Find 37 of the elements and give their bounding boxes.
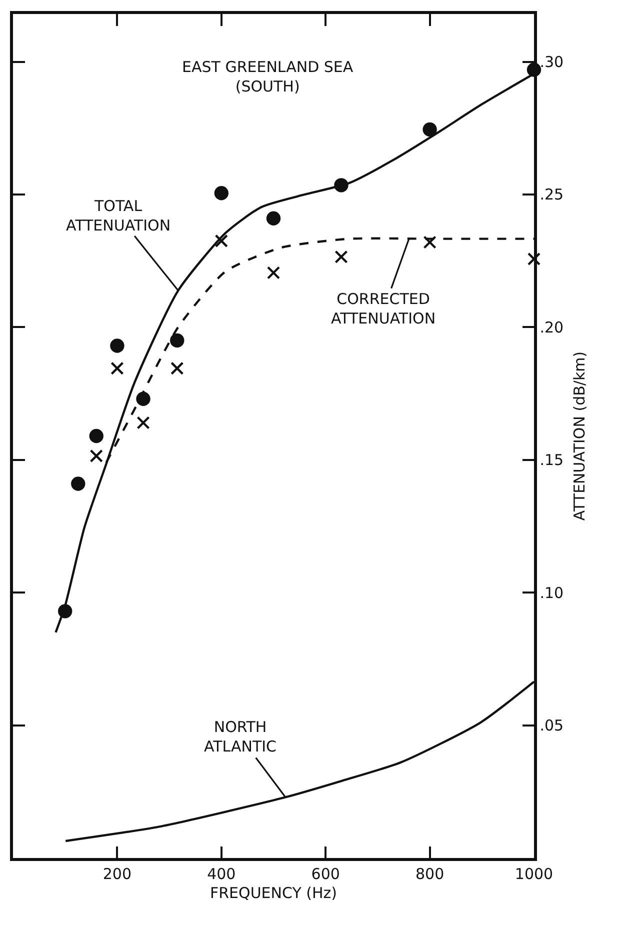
annotation: EAST GREENLAND SEA (SOUTH) [182,58,354,96]
point [334,178,348,192]
point [136,416,150,430]
x-tick-label: 600 [311,864,340,883]
y-tick-label: .10 [540,584,564,602]
point [334,250,348,264]
point [527,252,541,266]
y-axis-title: ATTENUATION (dB/km) [570,351,589,521]
point [170,362,184,375]
point [89,428,104,444]
point [423,236,436,249]
x-axis-title: FREQUENCY (Hz) [210,884,338,902]
annotation: CORRECTED ATTENUATION [331,290,436,328]
point [214,234,228,248]
x-tick-label: 400 [207,864,236,883]
point [170,333,184,348]
y-tick-label: .05 [540,716,564,735]
point [110,362,124,375]
point [266,211,281,226]
annotation: TOTAL ATTENUATION [66,197,171,234]
point [214,186,228,200]
x-tick-label: 200 [102,864,132,883]
line-series [64,680,534,842]
y-tick-label: .30 [540,53,564,72]
y-tick-label: .25 [540,186,564,204]
point [90,449,103,463]
y-tick-label: .15 [540,451,564,470]
point [422,122,437,137]
x-tick-label: 1000 [514,864,554,883]
annotation: NORTH ATLANTIC [204,718,277,756]
point [266,266,280,280]
point [110,338,124,353]
point [58,604,72,618]
x-tick-label: 800 [415,864,444,883]
point [71,476,86,491]
y-tick-label: .20 [540,318,564,336]
point [136,392,150,406]
